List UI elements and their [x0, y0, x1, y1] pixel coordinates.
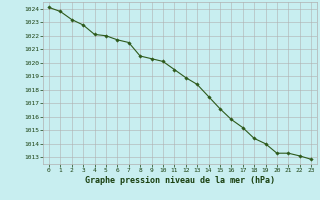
X-axis label: Graphe pression niveau de la mer (hPa): Graphe pression niveau de la mer (hPa)	[85, 176, 275, 185]
